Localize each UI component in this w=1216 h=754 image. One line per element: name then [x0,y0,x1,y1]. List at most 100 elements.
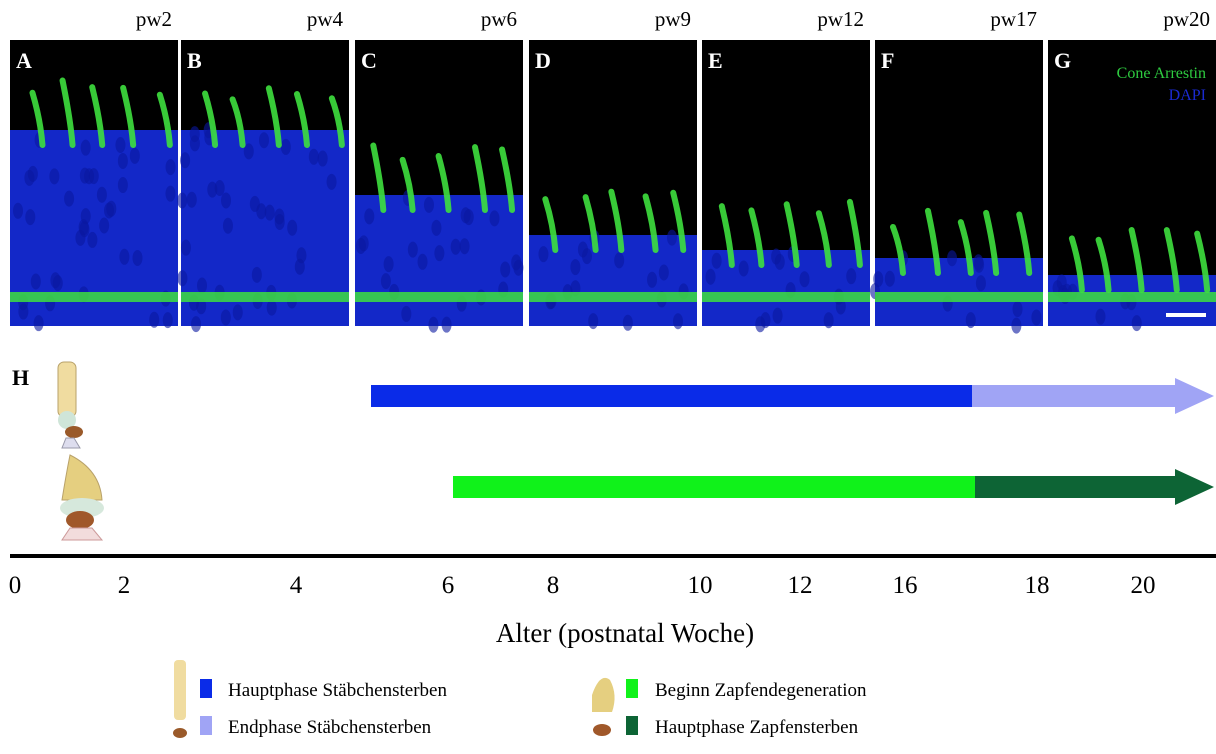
nucleus [30,273,41,290]
synaptic-layer [10,292,178,302]
panel-time-label: pw6 [481,7,517,31]
legend-label: Hauptphase Zapfensterben [655,717,859,738]
scale-bar [1166,313,1206,317]
nucleus [1031,309,1042,326]
axis-tick-label: 6 [442,572,455,599]
nucleus [705,268,716,285]
nucleus [296,247,307,264]
nucleus [96,186,107,203]
nucleus [33,315,44,332]
nucleus [50,272,61,289]
nucleus [106,200,117,217]
nucleus [117,177,128,194]
nucleus [222,217,233,234]
legend-label: Hauptphase Stäbchensterben [228,680,447,701]
cone-cell [202,90,219,148]
legend-swatch [626,716,638,735]
cone-cell [328,95,345,148]
axis-tick-label: 12 [788,572,813,599]
nucleus [489,210,500,227]
cone-cell [89,84,106,148]
nucleus [622,314,633,331]
axis-tick-label: 20 [1131,572,1156,599]
nucleus [180,239,191,256]
nucleus [189,135,200,152]
panel-time-label: pw20 [1163,7,1210,31]
cone-cell [889,223,906,276]
axis-tick-label: 16 [893,572,918,599]
legend-swatch [626,679,638,698]
nucleus [658,264,669,281]
nucleus [672,313,683,330]
cone-cell [608,188,625,253]
cone-cell [718,203,735,268]
synaptic-layer [1048,292,1216,302]
axis-tick-label: 2 [118,572,131,599]
nucleus [973,254,984,271]
nucleus [434,245,445,262]
nucleus [191,316,202,333]
synaptic-layer [355,292,523,302]
nucleus [25,209,36,226]
nucleus [1011,317,1022,334]
nucleus [459,238,470,255]
cone-cell [846,198,863,268]
bar-rod-main [371,385,972,407]
cone-cell [815,210,832,268]
nucleus [538,246,549,263]
nucleus [1095,308,1106,325]
panel-letter: B [187,48,202,73]
nucleus [115,137,126,154]
synaptic-layer [529,292,697,302]
nucleus [450,238,461,255]
nucleus [431,219,442,236]
axis-tick-label: 4 [290,572,303,599]
legend-label: Endphase Stäbchensterben [228,717,432,738]
nucleus [274,213,285,230]
stain-label: Cone Arrestin [1117,65,1206,82]
legend-swatch [200,716,212,735]
cone-cell [156,91,173,148]
panel-letter: F [881,48,894,73]
nucleus [117,152,128,169]
cone-cell [783,201,800,268]
nucleus [711,252,722,269]
cone-cell [924,207,941,276]
nucleus [177,192,188,209]
legend-label: Beginn Zapfendegeneration [655,680,867,701]
nucleus [383,256,394,273]
stain-label: DAPI [1169,87,1206,104]
cone-cell [1128,227,1145,293]
axis-tick-label: 10 [688,572,713,599]
nucleus [570,259,581,276]
nucleus [614,252,625,269]
synaptic-layer [702,292,870,302]
nucleus [463,209,474,226]
axis-tick-label: 18 [1025,572,1050,599]
nucleus [99,217,110,234]
nucleus [221,192,232,209]
axis-tick-label: 0 [9,572,22,599]
nucleus [186,191,197,208]
cone-cell [399,156,416,213]
nucleus [264,204,275,221]
nucleus [129,147,140,164]
cone-cell [59,77,76,148]
nucleus [180,152,191,169]
legend-cone-icon [592,677,615,712]
cone-cell [957,219,974,276]
cone-cell [748,207,765,268]
synaptic-layer [181,292,349,302]
cone-cell [293,91,310,148]
panel-time-label: pw17 [990,7,1037,31]
nucleus [64,190,75,207]
nucleus [80,208,91,225]
panel-letter: A [16,48,32,73]
nucleus [738,260,749,277]
axis-tick-label: 8 [547,572,560,599]
cone-cell [435,153,452,213]
nucleus [232,304,243,321]
nucleus [774,253,785,270]
nucleus [243,143,254,160]
legend-cone-icon [593,724,611,736]
